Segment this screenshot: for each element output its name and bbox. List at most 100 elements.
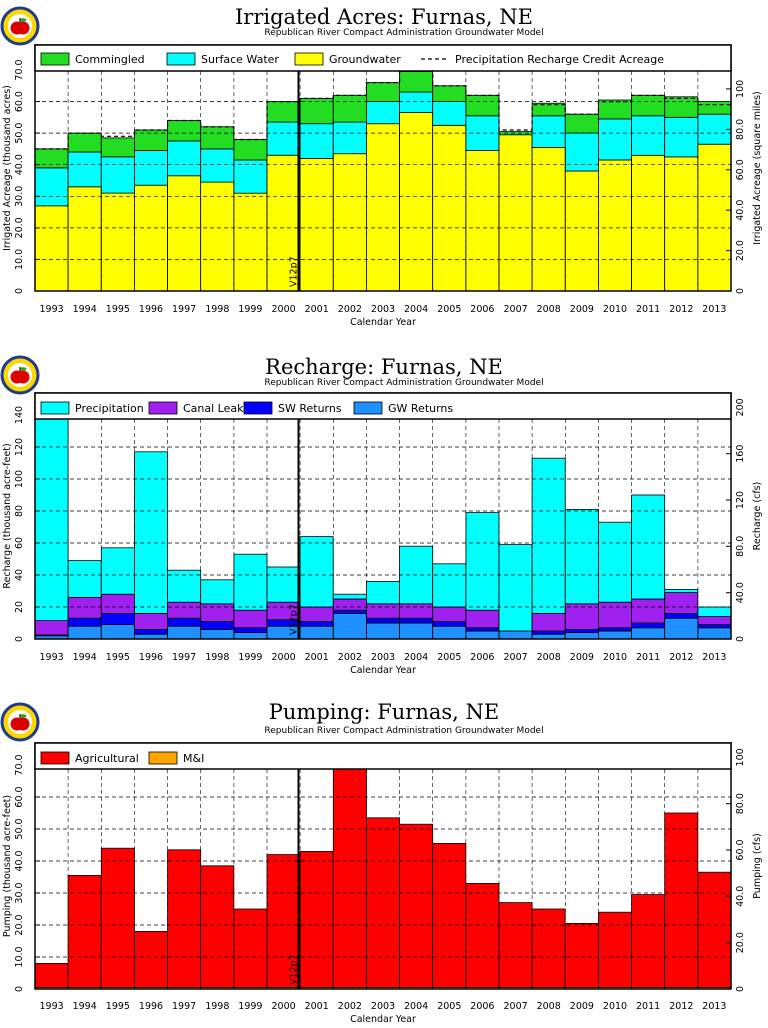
y2-tick-label: 80.0: [735, 119, 746, 140]
x-tick-label: 2004: [404, 652, 428, 663]
bar-segment-precipitation: [266, 566, 301, 603]
bar-segment-groundwater: [531, 146, 566, 292]
x-tick-label: 1998: [205, 1001, 229, 1012]
x-tick-label: 2005: [437, 304, 461, 315]
bar-segment-gw_returns: [399, 622, 434, 640]
bar-segment-surface_water: [67, 151, 102, 188]
version-annotation: V12p7: [289, 604, 300, 635]
bar-segment-sw_returns: [598, 627, 632, 632]
legend-swatch-agricultural: [40, 751, 70, 765]
bar-segment-canal_leakage: [399, 603, 434, 619]
bar-segment-canal_leakage: [465, 609, 500, 629]
irrigated-acres-panel: Irrigated Acres: Furnas, NE Republican Ri…: [0, 0, 768, 335]
bar-segment-groundwater: [399, 112, 434, 292]
bar-segment-agricultural: [531, 908, 566, 988]
legend-swatch-canal_leakage: [148, 401, 178, 415]
bar-segment-commingled: [465, 94, 500, 117]
x-tick-label: 2007: [504, 304, 528, 315]
legend-box: [34, 742, 732, 770]
logo-leaf: [19, 18, 27, 22]
x-tick-label: 1996: [139, 1001, 163, 1012]
x-tick-label: 2000: [272, 652, 296, 663]
x-tick-label: 2002: [338, 1001, 362, 1012]
x-tick-label: 2006: [470, 652, 494, 663]
bar-segment-gw_returns: [631, 627, 666, 640]
x-axis-label: Calendar Year: [350, 317, 416, 328]
bar-segment-agricultural: [399, 823, 434, 988]
bar-segment-gw_returns: [664, 617, 699, 640]
bar-segment-canal_leakage: [598, 601, 632, 629]
x-tick-label: 1993: [40, 304, 64, 315]
logo-leaf: [19, 714, 27, 718]
x-tick-label: 1995: [106, 652, 130, 663]
y-tick-label: 10.0: [14, 946, 25, 967]
x-tick-label: 1995: [106, 1001, 130, 1012]
bar-segment-precipitation: [100, 547, 135, 595]
bar-segment-commingled: [564, 113, 599, 134]
x-tick-label: 1993: [40, 1001, 64, 1012]
legend-swatch-groundwater: [294, 52, 324, 66]
y-tick-label: 20: [14, 601, 25, 613]
bar-segment-surface_water: [167, 140, 202, 177]
y2-tick-label: 0: [735, 636, 746, 642]
legend-label: M&I: [183, 752, 204, 765]
bar-segment-precipitation: [598, 521, 632, 603]
x-tick-label: 2001: [305, 304, 329, 315]
bar-segment-sw_returns: [100, 612, 135, 625]
bar-segment-sw_returns: [167, 617, 202, 627]
bar-segment-sw_returns: [564, 628, 599, 633]
y-axis-label: Irrigated Acreage (thousand acres): [2, 85, 13, 251]
bar-segment-gw_returns: [564, 632, 599, 640]
y-tick-label: 0: [14, 986, 25, 992]
bar-segment-groundwater: [498, 134, 533, 292]
y2-tick-label: 0: [735, 986, 746, 992]
x-tick-label: 2007: [504, 1001, 528, 1012]
bar-segment-commingled: [598, 99, 632, 120]
legend-swatch-gw_returns: [353, 401, 383, 415]
bar-segment-sw_returns: [133, 628, 168, 635]
bar-segment-gw_returns: [100, 624, 135, 640]
bar-segment-agricultural: [100, 847, 135, 988]
bar-segment-precipitation: [233, 553, 268, 611]
bar-segment-gw_returns: [498, 630, 533, 640]
bar-segment-surface_water: [598, 118, 632, 161]
x-tick-label: 2005: [437, 652, 461, 663]
bar-segment-sw_returns: [432, 620, 467, 627]
bar-segment-agricultural: [498, 902, 533, 988]
bar-segment-agricultural: [465, 882, 500, 988]
y-axis-label: Recharge (thousand acre-feet): [2, 443, 13, 588]
x-tick-label: 2012: [669, 304, 693, 315]
x-tick-label: 1999: [238, 304, 262, 315]
bar-segment-surface_water: [531, 115, 566, 148]
logo-apple-right: [16, 370, 30, 384]
pumping-chart: Pumping: Furnas, NE Republican River Comp…: [0, 700, 763, 1025]
bar-segment-canal_leakage: [200, 603, 235, 622]
bar-segment-canal_leakage: [299, 606, 334, 622]
bar-segment-groundwater: [564, 170, 599, 292]
bar-segment-commingled: [399, 71, 434, 93]
legend-swatch-precipitation: [40, 401, 70, 415]
y-tick-label: 40.0: [14, 850, 25, 871]
bar-segment-commingled: [299, 98, 334, 125]
y2-tick-label: 100: [735, 748, 746, 766]
y2-axis-label: Recharge (cfs): [752, 482, 763, 551]
bar-segment-commingled: [631, 94, 666, 117]
bar-segment-gw_returns: [465, 630, 500, 640]
bar-segment-precipitation: [34, 413, 69, 621]
bar-segment-groundwater: [67, 186, 102, 292]
y2-tick-label: 80.0: [735, 793, 746, 814]
bar-segment-groundwater: [233, 192, 268, 292]
bar-segment-canal_leakage: [697, 616, 732, 626]
bar-segment-precipitation: [631, 494, 666, 600]
x-tick-label: 2006: [470, 1001, 494, 1012]
y-tick-label: 50.0: [14, 818, 25, 839]
chart-title: Pumping: Furnas, NE: [269, 700, 499, 724]
bar-segment-commingled: [167, 120, 202, 142]
bar-segment-groundwater: [332, 153, 367, 292]
bar-segment-sw_returns: [233, 627, 268, 633]
bar-segment-agricultural: [365, 817, 400, 988]
bar-segment-sw_returns: [664, 612, 699, 619]
legend-label: Agricultural: [75, 752, 139, 765]
chart-subtitle: Republican River Compact Administration …: [264, 378, 543, 388]
bar-segment-canal_leakage: [332, 598, 367, 611]
